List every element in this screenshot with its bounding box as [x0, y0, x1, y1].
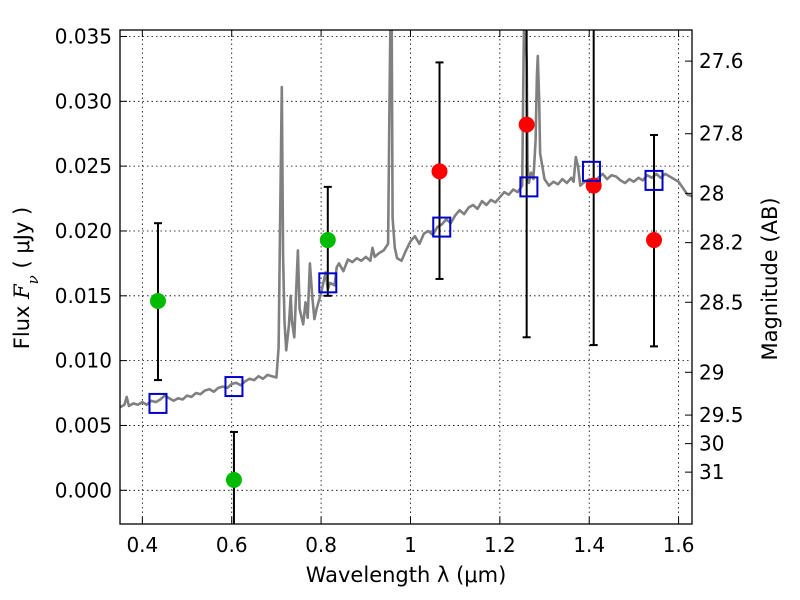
y-tick-label: 0.020 [55, 219, 112, 243]
y-tick-label: 0.030 [55, 89, 112, 113]
y2-tick-label: 30 [699, 432, 724, 456]
model-photometry-square [148, 392, 168, 414]
model-photometry-square [581, 160, 601, 182]
data-point [225, 471, 242, 488]
y2-tick-label: 29 [699, 360, 724, 384]
model-spectrum [120, 30, 692, 409]
y-tick-label: 0.000 [55, 478, 112, 502]
y2-tick-label: 29.5 [699, 403, 744, 427]
spectrum-line [120, 30, 692, 409]
y2-tick-label: 27.6 [699, 49, 744, 73]
y-axis-label: Flux Fν ( μJy ) [10, 207, 42, 349]
y-tick-label: 0.035 [55, 24, 112, 48]
x-tick-label: 1.6 [663, 533, 695, 557]
y-axis: 0.000 0.005 0.010 0.015 0.020 0.025 0.030 0.035 [55, 24, 127, 502]
y2-axis: 27.6 27.8 28 28.2 28.5 29 29.5 30 31 [685, 49, 744, 484]
y-axis-label-prefix: Flux [10, 299, 34, 349]
data-markers [148, 116, 664, 488]
model-photometry-square [519, 176, 539, 198]
x-tick-label: 1.4 [573, 533, 605, 557]
x-tick-label: 0.8 [305, 533, 337, 557]
y2-axis-label: Magnitude (AB) [758, 197, 782, 360]
model-photometry-square [224, 376, 244, 398]
data-point [319, 232, 336, 249]
y-tick-label: 0.015 [55, 284, 112, 308]
y-axis-label-symbol: F [10, 283, 34, 300]
y-tick-label: 0.005 [55, 413, 112, 437]
x-tick-label: 1.2 [484, 533, 516, 557]
model-photometry-square [432, 216, 452, 238]
grid [120, 30, 692, 524]
plot-frame [119, 29, 693, 525]
x-tick-label: 0.4 [126, 533, 158, 557]
x-axis-label: Wavelength λ (μm) [306, 563, 507, 587]
data-point [518, 116, 535, 133]
error-bars [153, 30, 659, 524]
x-tick-label: 0.6 [216, 533, 248, 557]
model-photometry-square [644, 169, 664, 191]
data-point [149, 292, 166, 309]
y2-tick-label: 31 [699, 460, 724, 484]
y-tick-label: 0.025 [55, 154, 112, 178]
y2-tick-label: 27.8 [699, 122, 744, 146]
x-tick-label: 1 [404, 533, 417, 557]
y2-tick-label: 28.2 [699, 231, 744, 255]
y2-tick-label: 28.5 [699, 290, 744, 314]
y-tick-label: 0.010 [55, 349, 112, 373]
x-axis: 0.4 0.6 0.8 1 1.2 1.4 1.6 [126, 30, 695, 557]
y-axis-label-suffix: ( μJy ) [10, 207, 34, 275]
model-photometry-square [318, 272, 338, 294]
data-point [646, 232, 663, 249]
data-point [431, 163, 448, 180]
y2-tick-label: 28 [699, 181, 724, 205]
y-axis-label-subscript: ν [24, 275, 42, 284]
